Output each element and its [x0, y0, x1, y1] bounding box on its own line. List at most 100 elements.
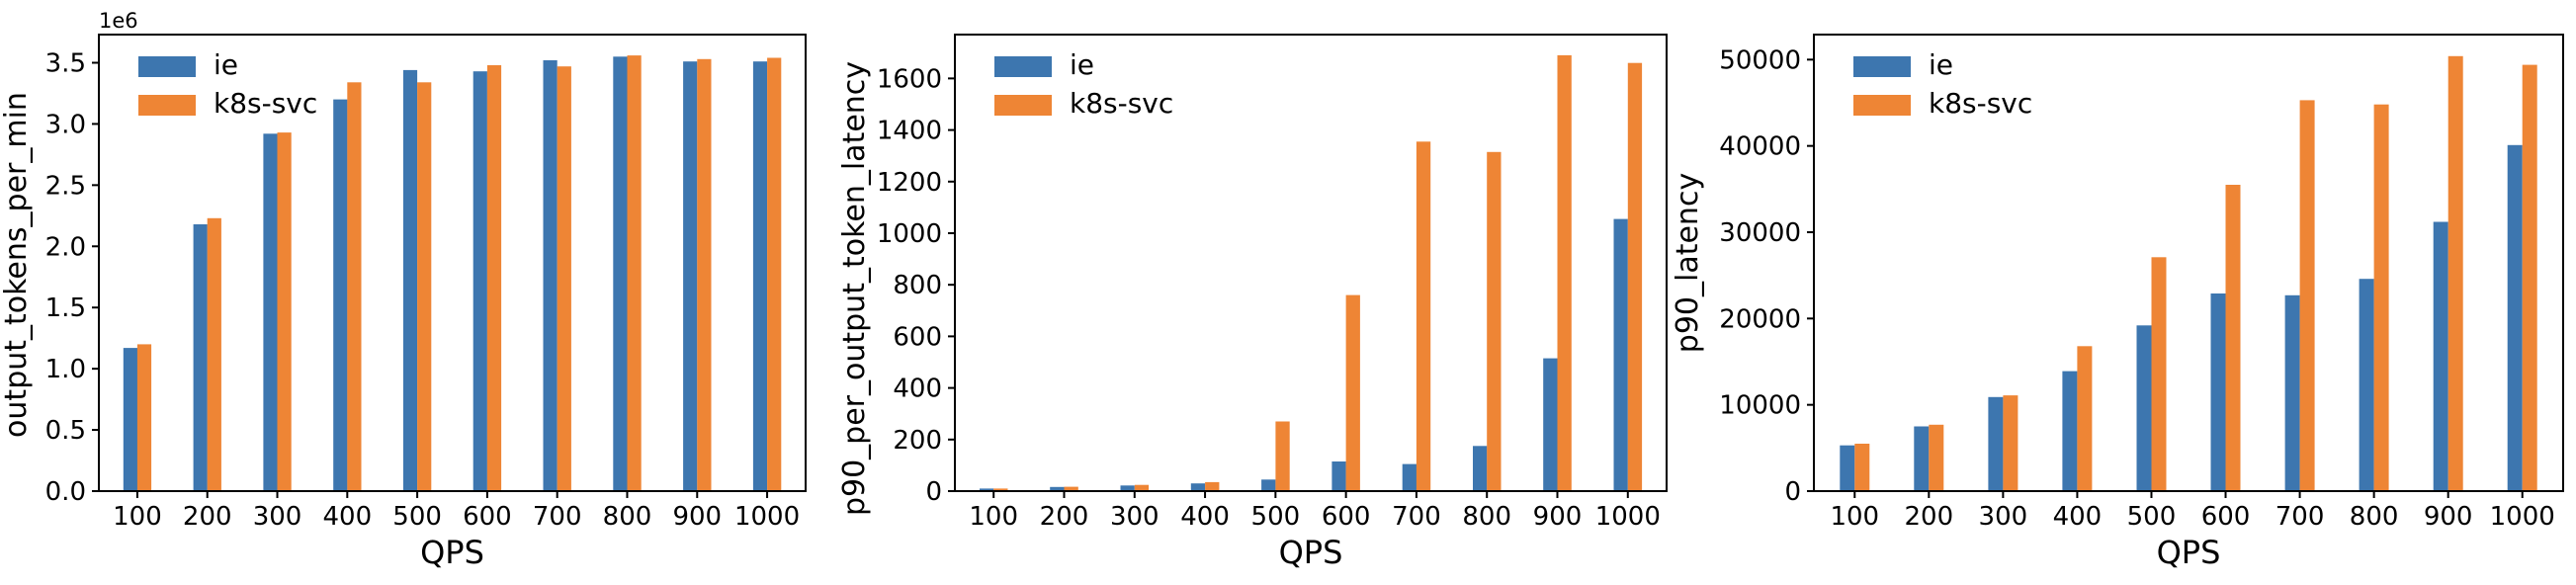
- legend: ie k8s-svc: [994, 48, 1173, 120]
- y-tick-label: 50000: [1719, 45, 1801, 75]
- x-tick-label: 300: [1110, 502, 1159, 532]
- bar-k8s-svc-qps-900: [2447, 55, 2463, 492]
- chart-output-tokens-per-min: 0.0 0.5 1.0 1.5 2.0 2.5 3.0 3.5 100 200 300 400 500 6…: [0, 9, 807, 571]
- bar-k8s-svc-qps-700: [557, 66, 571, 491]
- y-tick-label: 0.0: [45, 477, 86, 507]
- bar-ie-qps-500: [1261, 479, 1276, 491]
- chart-p90-per-output-token-latency: 0 200 400 600 800 1000 1200 1400 1600 100 200 300 40…: [837, 34, 1668, 571]
- y-axis-label: p90_per_output_token_latency: [837, 61, 872, 516]
- y-tick-label: 1600: [877, 64, 942, 94]
- x-axis-label: QPS: [1279, 534, 1343, 571]
- axis-offset-text: 1e6: [99, 9, 138, 33]
- bar-ie-qps-800: [613, 56, 628, 492]
- legend-swatch-k8s-svc: [138, 95, 196, 116]
- x-tick-label: 500: [1251, 502, 1301, 532]
- bar-k8s-svc-qps-200: [1929, 424, 1944, 491]
- legend: ie k8s-svc: [1853, 48, 2032, 120]
- x-tick-label: 100: [1830, 502, 1879, 532]
- x-tick-label: 800: [1462, 502, 1511, 532]
- bar-k8s-svc-qps-500: [2151, 257, 2167, 491]
- x-axis-label: QPS: [420, 534, 484, 571]
- bar-ie-qps-200: [193, 224, 208, 491]
- bar-k8s-svc-qps-600: [1345, 294, 1360, 491]
- x-tick-label: 900: [2424, 502, 2473, 532]
- x-tick-label: 1000: [2490, 502, 2555, 532]
- bar-k8s-svc-qps-300: [2003, 395, 2018, 491]
- bar-ie-qps-400: [333, 99, 348, 491]
- y-axis-label: p90_latency: [1671, 173, 1705, 353]
- bar-ie-qps-700: [2284, 294, 2300, 491]
- legend-label-ie: ie: [1070, 48, 1094, 81]
- x-tick-label: 900: [672, 502, 722, 532]
- bar-k8s-svc-qps-400: [1205, 481, 1220, 491]
- legend: ie k8s-svc: [138, 48, 317, 120]
- bar-ie-qps-1000: [1613, 218, 1628, 491]
- bar-ie-qps-900: [1543, 358, 1558, 491]
- y-tick-label: 1000: [877, 219, 942, 249]
- legend-swatch-k8s-svc: [994, 95, 1052, 116]
- axes-frame: [98, 34, 807, 492]
- bar-ie-qps-800: [2359, 279, 2374, 491]
- bar-ie-qps-100: [123, 348, 137, 491]
- bar-k8s-svc-qps-400: [347, 82, 362, 492]
- bar-k8s-svc-qps-700: [2299, 100, 2315, 492]
- x-tick-label: 1000: [734, 502, 800, 532]
- x-tick-label: 200: [1905, 502, 1954, 532]
- x-tick-label: 800: [2350, 502, 2399, 532]
- x-tick-label: 500: [2127, 502, 2177, 532]
- bar-k8s-svc-qps-1000: [2522, 64, 2537, 491]
- bar-k8s-svc-qps-300: [1134, 484, 1150, 491]
- y-tick-label: 2.5: [45, 171, 86, 201]
- x-tick-label: 300: [253, 502, 302, 532]
- y-tick-label: 400: [893, 375, 942, 404]
- x-tick-label: 200: [183, 502, 232, 532]
- bar-ie-qps-600: [1331, 461, 1346, 491]
- bar-k8s-svc-qps-1000: [1627, 62, 1643, 491]
- y-tick-label: 1.0: [45, 355, 86, 384]
- x-tick-label: 600: [2201, 502, 2251, 532]
- y-tick-label: 3.0: [45, 110, 86, 139]
- bar-ie-qps-600: [2210, 293, 2226, 491]
- x-tick-label: 100: [969, 502, 1018, 532]
- legend-swatch-k8s-svc: [1853, 95, 1911, 116]
- x-tick-label: 600: [463, 502, 512, 532]
- bar-ie-qps-1000: [752, 61, 768, 491]
- y-tick-label: 3.5: [45, 48, 86, 78]
- y-tick-label: 1200: [877, 168, 942, 198]
- bar-k8s-svc-qps-800: [1487, 151, 1502, 492]
- bar-ie-qps-900: [683, 61, 698, 491]
- bar-k8s-svc-qps-200: [1064, 486, 1078, 491]
- bar-ie-qps-400: [1190, 483, 1206, 491]
- bar-k8s-svc-qps-100: [993, 488, 1008, 491]
- bar-ie-qps-100: [980, 488, 994, 491]
- x-tick-label: 700: [533, 502, 582, 532]
- bar-ie-qps-300: [263, 133, 278, 492]
- y-tick-label: 0.5: [45, 416, 86, 446]
- bar-ie-qps-200: [1914, 426, 1930, 491]
- y-tick-label: 2.0: [45, 232, 86, 262]
- y-tick-label: 1400: [877, 117, 942, 146]
- x-tick-label: 500: [392, 502, 442, 532]
- x-tick-label: 200: [1040, 502, 1089, 532]
- bar-ie-qps-400: [2062, 371, 2078, 491]
- bar-k8s-svc-qps-900: [697, 58, 712, 492]
- legend-label-ie: ie: [214, 48, 238, 81]
- x-tick-label: 400: [322, 502, 372, 532]
- y-tick-label: 30000: [1719, 218, 1801, 248]
- bar-k8s-svc-qps-400: [2077, 346, 2093, 491]
- x-tick-label: 700: [1392, 502, 1441, 532]
- y-tick-label: 0: [925, 477, 942, 507]
- bar-k8s-svc-qps-800: [627, 55, 642, 491]
- bar-k8s-svc-qps-600: [486, 65, 502, 491]
- legend-swatch-ie: [994, 56, 1052, 77]
- axes-frame: [954, 34, 1668, 492]
- x-tick-label: 900: [1533, 502, 1583, 532]
- y-tick-label: 20000: [1719, 304, 1801, 334]
- legend-swatch-ie: [138, 56, 196, 77]
- y-tick-label: 200: [893, 426, 942, 456]
- bar-k8s-svc-qps-700: [1416, 141, 1431, 492]
- y-tick-label: 0: [1784, 477, 1801, 507]
- axes-frame: [1813, 34, 2564, 492]
- bar-k8s-svc-qps-600: [2225, 185, 2241, 491]
